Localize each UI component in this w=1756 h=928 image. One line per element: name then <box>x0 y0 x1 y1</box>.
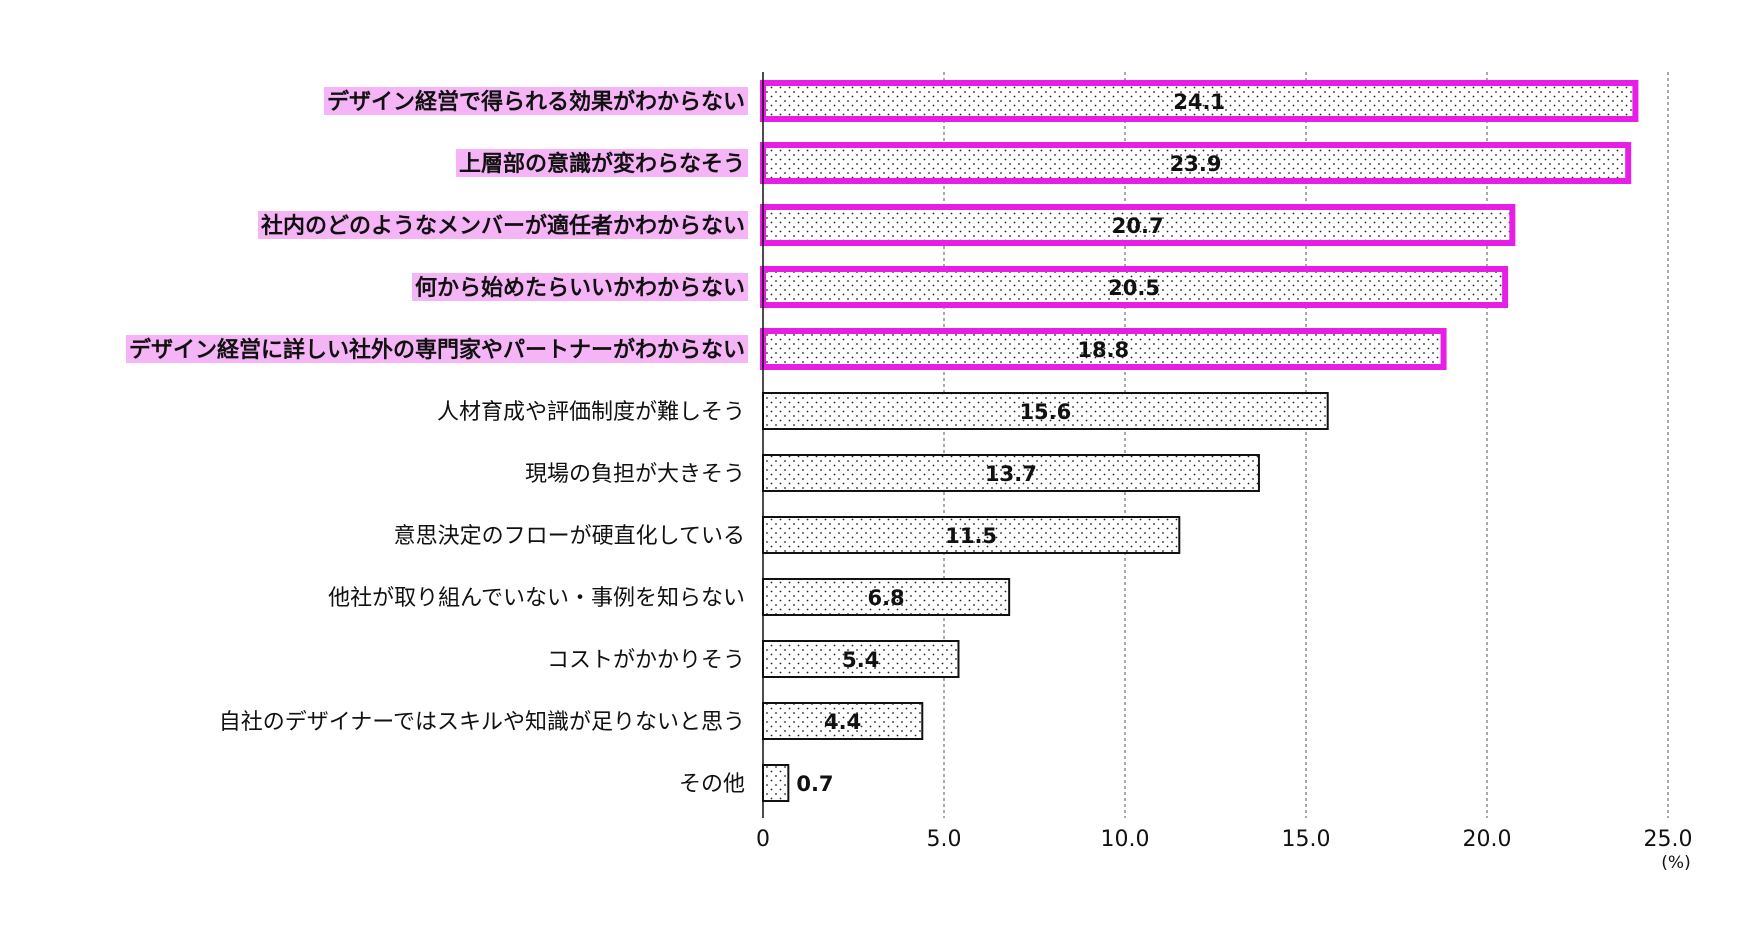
x-tick-label: 15.0 <box>1282 827 1331 852</box>
bar <box>762 578 1011 616</box>
bar <box>760 80 1639 122</box>
category-label: デザイン経営に詳しい社外の専門家やパートナーがわからない <box>129 337 745 363</box>
category-label: デザイン経営で得られる効果がわからない <box>327 89 745 115</box>
value-labels: 24.1 23.9 20.7 20.5 18.8 15.6 13.7 11.5 6.8 5.4 4.… <box>796 90 1225 796</box>
value-label: 23.9 <box>1170 152 1222 176</box>
category-label: 意思決定のフローが硬直化している <box>394 524 745 549</box>
x-tick-label: 0 <box>756 827 770 852</box>
bar <box>762 516 1181 554</box>
value-label: 11.5 <box>945 524 997 548</box>
bar <box>762 640 960 678</box>
category-label: 何から始めたらいいかわからない <box>415 275 745 301</box>
x-tick-label: 25.0 <box>1644 827 1693 852</box>
gridlines <box>943 72 1669 818</box>
value-label: 5.4 <box>842 648 879 672</box>
category-label: 他社が取り組んでいない・事例を知らない <box>328 586 745 611</box>
category-label: 上層部の意識が変わらなそう <box>459 151 745 177</box>
value-label: 18.8 <box>1077 338 1129 362</box>
category-label: コストがかかりそう <box>547 648 745 673</box>
value-label: 20.7 <box>1112 214 1164 238</box>
x-tick-label: 5.0 <box>927 827 962 852</box>
x-axis: 0 5.0 10.0 15.0 20.0 25.0(%) <box>756 72 1692 873</box>
category-labels: デザイン経営で得られる効果がわからない上層部の意識が変わらなそう社内のどのような… <box>129 89 745 797</box>
value-label: 0.7 <box>796 772 833 796</box>
value-label: 20.5 <box>1108 276 1160 300</box>
bar <box>762 454 1260 492</box>
bar <box>760 142 1632 184</box>
x-tick-label: 10.0 <box>1101 827 1150 852</box>
value-label: 6.8 <box>867 586 904 610</box>
value-label: 24.1 <box>1173 90 1225 114</box>
category-highlight-bg <box>455 149 748 177</box>
category-label: 社内のどのようなメンバーが適任者かわからない <box>261 213 745 239</box>
value-label: 4.4 <box>824 710 861 734</box>
category-highlight-bg <box>411 273 748 301</box>
bar <box>760 204 1516 246</box>
category-highlight-bg <box>257 211 748 239</box>
bars <box>760 80 1639 802</box>
label-highlight-backgrounds <box>125 87 748 363</box>
value-label: 15.6 <box>1019 400 1071 424</box>
category-label: その他 <box>679 772 745 797</box>
category-label: 人材育成や評価制度が難しそう <box>437 400 745 425</box>
bar <box>762 392 1329 430</box>
category-label: 現場の負担が大きそう <box>525 462 745 487</box>
category-highlight-bg <box>323 87 748 115</box>
unit-label: (%) <box>1661 853 1690 873</box>
bar <box>762 764 790 802</box>
x-tick-label: 20.0 <box>1463 827 1512 852</box>
value-label: 13.7 <box>985 462 1037 486</box>
category-label: 自社のデザイナーではスキルや知識が足りないと思う <box>219 710 745 735</box>
category-highlight-bg <box>125 335 748 363</box>
bar <box>760 266 1509 308</box>
